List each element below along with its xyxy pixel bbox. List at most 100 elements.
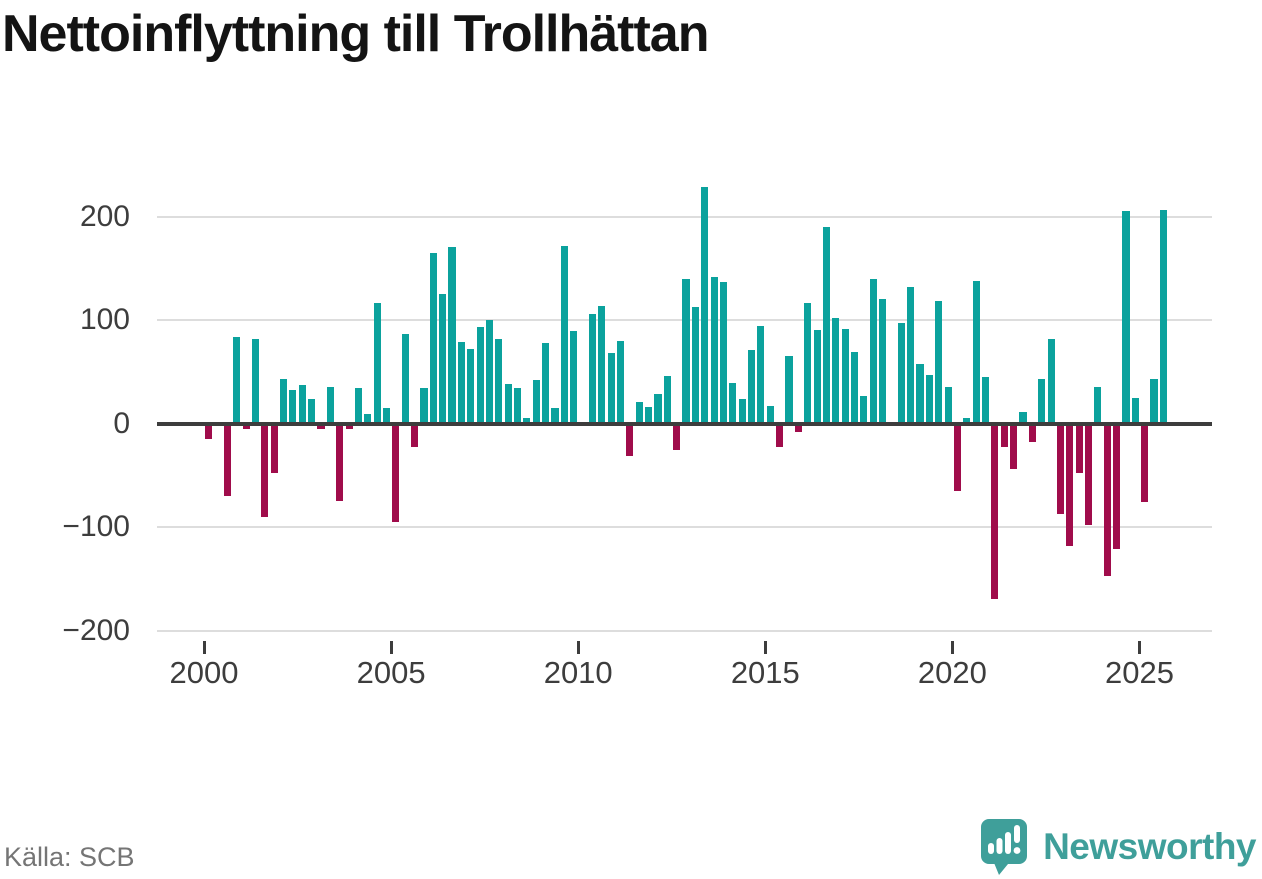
newsworthy-bubble-icon — [979, 817, 1029, 877]
bar-2017-Q3 — [860, 395, 868, 424]
source-note: Källa: SCB — [4, 842, 135, 872]
bar-2021-Q4 — [1019, 412, 1027, 424]
bar-2009-Q4 — [570, 331, 578, 424]
bar-2020-Q3 — [972, 280, 980, 424]
bar-2011-Q2 — [626, 423, 634, 456]
bar-2004-Q1 — [354, 388, 362, 424]
bar-2005-Q1 — [392, 423, 400, 522]
x-tick-2020 — [950, 641, 954, 654]
x-tick-label-2000: 2000 — [169, 655, 239, 690]
newsworthy-logo[interactable]: Newsworthy — [979, 815, 1256, 879]
bar-2009-Q2 — [551, 408, 559, 424]
x-tick-label-2025: 2025 — [1105, 655, 1174, 690]
bar-2010-Q4 — [607, 353, 615, 424]
bar-2021-Q1 — [991, 423, 999, 600]
bar-2024-Q4 — [1131, 397, 1139, 424]
x-tick-2010 — [576, 641, 580, 654]
gridline-y--200 — [157, 629, 1212, 632]
bar-2013-Q1 — [691, 306, 699, 424]
bar-2023-Q2 — [1075, 423, 1083, 474]
bar-2016-Q2 — [813, 330, 821, 424]
bar-2019-Q3 — [935, 301, 943, 424]
bar-2005-Q3 — [411, 423, 419, 448]
bar-2009-Q3 — [560, 245, 568, 424]
bar-2013-Q3 — [710, 276, 718, 424]
bar-2012-Q3 — [673, 423, 681, 451]
bar-2011-Q4 — [645, 406, 653, 424]
bar-2010-Q2 — [588, 313, 596, 424]
bar-2006-Q4 — [457, 341, 465, 424]
bar-2018-Q3 — [897, 323, 905, 424]
bar-2002-Q2 — [289, 390, 297, 424]
bar-2000-Q1 — [205, 423, 213, 439]
bar-2017-Q4 — [869, 278, 877, 424]
bar-2024-Q1 — [1103, 423, 1111, 576]
x-tick-label-2020: 2020 — [917, 655, 987, 690]
bar-2017-Q1 — [841, 329, 849, 424]
x-tick-label-2010: 2010 — [543, 655, 613, 690]
bar-2006-Q3 — [448, 246, 456, 424]
bar-2025-Q3 — [1159, 210, 1167, 424]
bar-2002-Q1 — [280, 379, 288, 424]
bar-2010-Q3 — [598, 305, 606, 424]
bar-2008-Q3 — [523, 418, 531, 424]
bar-2009-Q1 — [542, 342, 550, 424]
gridline-y-200 — [157, 215, 1212, 218]
bar-2011-Q3 — [635, 401, 643, 424]
bar-2011-Q1 — [616, 340, 625, 424]
bar-2019-Q2 — [925, 374, 933, 424]
bar-2013-Q4 — [719, 281, 728, 424]
bar-2019-Q1 — [916, 363, 924, 424]
bar-2007-Q1 — [467, 349, 475, 424]
bar-2023-Q1 — [1066, 423, 1074, 546]
x-tick-2000 — [202, 641, 206, 654]
bar-2019-Q4 — [944, 387, 952, 424]
y-tick-label: 200 — [79, 199, 130, 233]
bar-2002-Q4 — [308, 398, 316, 424]
bar-2016-Q1 — [804, 303, 812, 424]
bar-2022-Q1 — [1028, 423, 1036, 443]
bar-2004-Q4 — [382, 408, 391, 424]
bar-2000-Q4 — [233, 336, 241, 424]
bar-2015-Q1 — [766, 405, 774, 424]
x-axis-zero-line — [157, 421, 1212, 426]
y-tick-label: 100 — [79, 303, 130, 336]
bar-2002-Q3 — [298, 385, 306, 424]
gridline-y--100 — [157, 526, 1212, 528]
chart-title: Nettoinflyttning till Trollhättan — [2, 5, 709, 63]
bar-2004-Q3 — [373, 303, 381, 424]
bar-2018-Q4 — [907, 286, 915, 424]
bar-2022-Q4 — [1056, 423, 1064, 514]
bar-2024-Q3 — [1122, 211, 1130, 424]
bar-2006-Q2 — [439, 294, 447, 424]
bar-2008-Q2 — [514, 388, 522, 424]
y-tick-label: −100 — [62, 510, 130, 543]
bar-2005-Q4 — [420, 388, 428, 424]
bar-2020-Q1 — [953, 423, 962, 491]
x-tick-2015 — [763, 641, 767, 654]
newsworthy-wordmark: Newsworthy — [1043, 826, 1256, 867]
bar-2015-Q4 — [794, 423, 802, 432]
bar-2003-Q3 — [336, 423, 344, 502]
bar-2012-Q2 — [663, 375, 671, 424]
y-tick-label: −200 — [62, 613, 130, 647]
bar-2007-Q3 — [485, 320, 494, 424]
bar-2003-Q4 — [345, 423, 353, 429]
bar-2020-Q4 — [982, 376, 990, 424]
bar-2015-Q3 — [785, 356, 793, 424]
bar-2000-Q3 — [223, 423, 231, 496]
bar-2012-Q1 — [654, 393, 662, 424]
bar-2023-Q3 — [1084, 423, 1093, 525]
bar-2021-Q2 — [1000, 423, 1008, 448]
bar-2004-Q2 — [364, 414, 372, 424]
bar-2013-Q2 — [701, 186, 709, 424]
bar-2014-Q3 — [748, 350, 756, 424]
y-tick-label: 0 — [113, 406, 130, 440]
bar-2014-Q1 — [729, 383, 737, 424]
bar-2005-Q2 — [401, 333, 409, 424]
x-tick-label-2005: 2005 — [356, 655, 426, 690]
bar-2018-Q1 — [879, 299, 887, 424]
bar-2007-Q4 — [495, 338, 503, 424]
